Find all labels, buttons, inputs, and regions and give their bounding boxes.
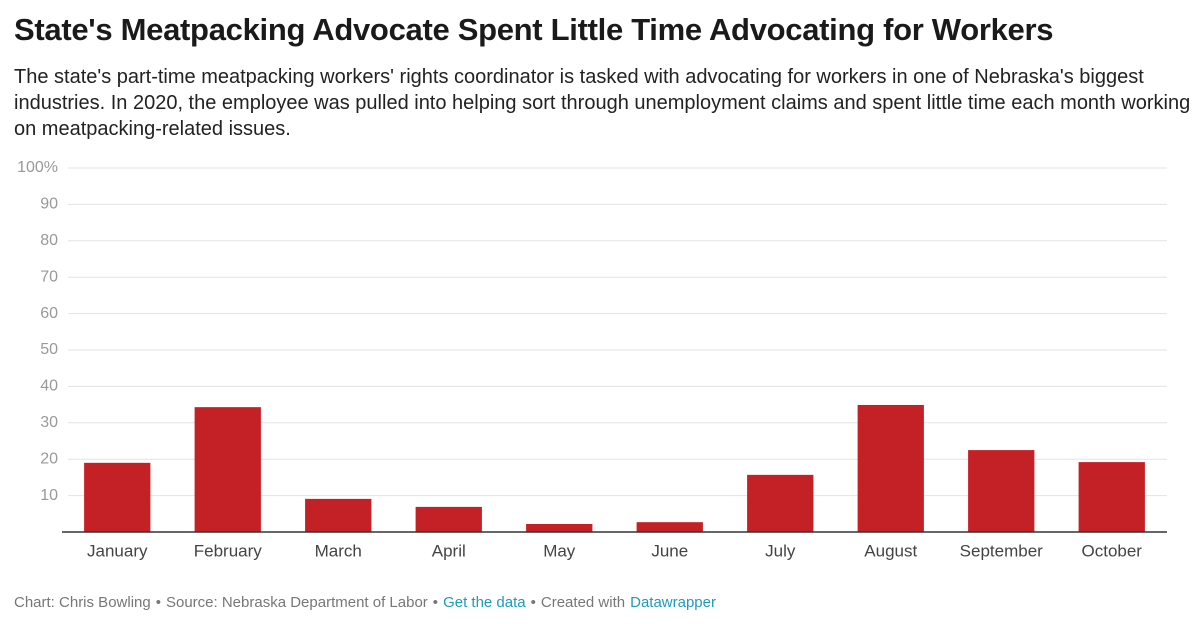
bar (194, 407, 261, 532)
x-tick-label: June (651, 541, 688, 560)
x-tick-label: February (194, 541, 263, 560)
separator: • (432, 594, 439, 611)
y-tick-label: 70 (40, 268, 58, 285)
x-tick-label: July (765, 541, 796, 560)
source: Source: Nebraska Department of Labor (165, 594, 428, 611)
y-tick-label: 10 (40, 487, 58, 504)
bar (415, 506, 482, 532)
y-tick-label: 20 (40, 450, 58, 467)
bar (526, 523, 593, 532)
y-tick-label: 50 (40, 341, 58, 358)
chart-title: State's Meatpacking Advocate Spent Littl… (14, 12, 1054, 47)
chart: 100% 90 80 70 60 50 40 30 20 10 January February Mar… (17, 159, 1167, 560)
created-with: Created with (540, 594, 626, 611)
x-tick-label: March (315, 541, 362, 560)
byline: Chart: Chris Bowling (14, 594, 151, 611)
bar (84, 462, 151, 532)
x-tick-label: April (432, 541, 466, 560)
chart-subtitle: The state's part-time meatpacking worker… (14, 66, 1191, 140)
y-tick-label: 100% (17, 159, 58, 176)
y-tick-label: 40 (40, 378, 58, 395)
bar (305, 498, 372, 532)
separator: • (155, 594, 161, 611)
tool-link[interactable]: Datawrapper (630, 594, 716, 611)
bar (968, 450, 1035, 532)
bar (636, 522, 703, 532)
x-tick-label: October (1082, 541, 1143, 560)
x-tick-label: May (543, 541, 576, 560)
x-tick-label: August (864, 541, 917, 560)
footer: Chart: Chris Bowling • Source: Nebraska … (14, 594, 716, 611)
bar (1078, 462, 1145, 532)
get-data-link[interactable]: Get the data (443, 594, 526, 611)
bar (747, 474, 814, 532)
x-tick-label: September (960, 541, 1043, 560)
y-tick-label: 30 (40, 414, 58, 431)
y-tick-label: 80 (40, 232, 58, 249)
y-tick-label: 60 (40, 305, 58, 322)
separator: • (530, 594, 536, 611)
bar (857, 404, 924, 532)
x-tick-label: January (87, 541, 148, 560)
y-tick-label: 90 (40, 196, 58, 213)
